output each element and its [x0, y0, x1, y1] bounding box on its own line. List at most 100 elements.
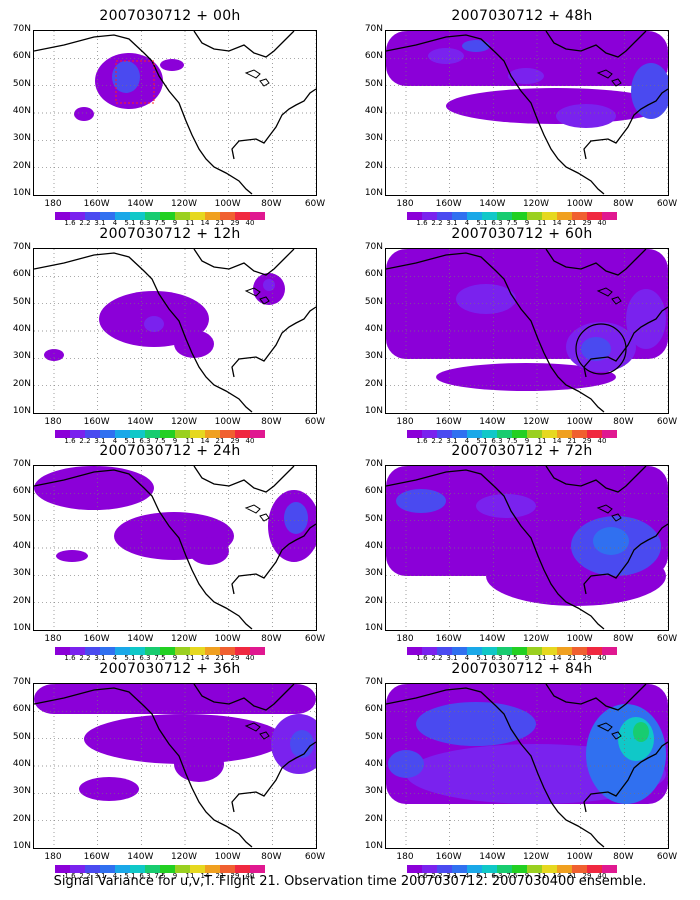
- variance-contour: [290, 730, 314, 758]
- colorbar-label: 14: [552, 654, 562, 662]
- latitude-label: 10N: [12, 406, 31, 416]
- colorbar-swatch: [205, 865, 220, 873]
- colorbar-label: 5.1: [124, 437, 136, 445]
- colorbar-swatch: [482, 430, 497, 438]
- colorbar-swatch: [467, 212, 482, 220]
- longitude-label: 180: [396, 852, 414, 862]
- map-panel: 2007030712 + 24h 70N 60N 50N 40N 30N 20N 10N 180…: [0, 443, 340, 663]
- colorbar-swatch: [145, 430, 160, 438]
- colorbar-swatch: [557, 865, 572, 873]
- latitude-label: 20N: [364, 813, 383, 824]
- variance-contour: [593, 527, 629, 555]
- colorbar-swatch: [235, 647, 250, 655]
- latitude-label: 60N: [364, 51, 383, 62]
- longitude-label: 80W: [613, 634, 634, 644]
- longitude-label: 160W: [83, 199, 110, 209]
- colorbar-swatch: [130, 647, 145, 655]
- latitude-label: 60N: [12, 269, 31, 280]
- longitude-label: 180: [44, 634, 62, 644]
- longitude-label: 60W: [304, 417, 326, 427]
- variance-contour: [189, 537, 229, 565]
- colorbar-label: 3.1: [446, 872, 458, 880]
- longitude-label: 80W: [613, 417, 634, 427]
- colorbar-label: 3.1: [446, 219, 458, 227]
- map-panel: 2007030712 + 00h 70N 60N 50N 40N 30N 20N 10N 180…: [0, 8, 340, 228]
- colorbar-label: 2.2: [79, 654, 91, 662]
- latitude-label: 40N: [364, 759, 383, 769]
- great-lakes: [596, 722, 622, 740]
- latitude-label: 60N: [12, 486, 31, 497]
- variance-contour: [631, 63, 668, 119]
- colorbar-swatch: [512, 865, 527, 873]
- colorbar-swatch: [145, 647, 160, 655]
- colorbar-label: 6.3: [491, 872, 503, 880]
- longitude-label: 80W: [261, 417, 282, 427]
- longitude-label: 80W: [261, 852, 282, 862]
- colorbar-label: 14: [200, 872, 210, 880]
- colorbar-label: 9: [524, 437, 530, 445]
- latitude-label: 40N: [364, 106, 383, 116]
- latitude-label: 60N: [364, 704, 383, 715]
- longitude-label: 160W: [435, 417, 462, 427]
- colorbar-label: 9: [172, 219, 178, 227]
- colorbar-label: 1.6: [64, 437, 76, 445]
- colorbar: [55, 212, 265, 220]
- colorbar-label: 7.5: [154, 437, 166, 445]
- panel-title: 2007030712 + 60h: [451, 226, 593, 242]
- figure-caption: Signal Variance for u,v,T. Flight 21. Ob…: [53, 874, 647, 889]
- colorbar-swatch: [452, 865, 467, 873]
- colorbar-swatch: [175, 647, 190, 655]
- variance-contour: [144, 316, 164, 332]
- colorbar-label: 7.5: [154, 219, 166, 227]
- latitude-label: 10N: [364, 841, 383, 851]
- longitude-label: 180: [44, 199, 62, 209]
- map-svg: [386, 249, 668, 413]
- colorbar-label: 11: [537, 219, 547, 227]
- colorbar-label: 11: [185, 219, 195, 227]
- colorbar-swatch: [190, 430, 205, 438]
- longitude-label: 180: [44, 852, 62, 862]
- colorbar-swatch: [160, 865, 175, 873]
- variance-contour: [581, 337, 611, 361]
- colorbar-swatch: [407, 865, 422, 873]
- longitude-label: 80W: [613, 199, 634, 209]
- panel-title: 2007030712 + 36h: [99, 661, 241, 677]
- latitude-label: 30N: [12, 133, 31, 144]
- colorbar-label: 11: [185, 872, 195, 880]
- colorbar-swatch: [85, 865, 100, 873]
- latitude-label: 30N: [364, 568, 383, 579]
- latitude-label: 70N: [364, 677, 383, 687]
- variance-contour: [56, 550, 88, 562]
- colorbar-swatch: [250, 430, 265, 438]
- colorbar-swatch: [205, 212, 220, 220]
- colorbar-label: 21: [567, 872, 577, 880]
- colorbar-label: 29: [230, 219, 240, 227]
- colorbar-label: 5.1: [124, 219, 136, 227]
- colorbar-label: 40: [245, 654, 255, 662]
- colorbar-label: 5.1: [124, 654, 136, 662]
- great-lakes: [244, 722, 270, 740]
- longitude-label: 100W: [214, 199, 241, 209]
- panel-title: 2007030712 + 84h: [451, 661, 593, 677]
- colorbar-swatch: [190, 865, 205, 873]
- colorbar-label: 1.6: [64, 872, 76, 880]
- longitude-label: 180: [396, 634, 414, 644]
- variance-contour: [174, 330, 214, 358]
- colorbar-label: 40: [245, 219, 255, 227]
- colorbar-label: 1.6: [416, 437, 428, 445]
- colorbar-swatch: [70, 647, 85, 655]
- panel-title: 2007030712 + 48h: [451, 8, 593, 24]
- colorbar: [55, 430, 265, 438]
- colorbar-swatch: [220, 865, 235, 873]
- colorbar-swatch: [85, 430, 100, 438]
- colorbar-swatch: [407, 212, 422, 220]
- colorbar-swatch: [437, 430, 452, 438]
- longitude-label: 60W: [656, 417, 678, 427]
- colorbar-label: 40: [597, 654, 607, 662]
- latitude-label: 30N: [12, 351, 31, 362]
- colorbar-label: 14: [552, 872, 562, 880]
- colorbar-swatch: [100, 430, 115, 438]
- longitude-label: 60W: [656, 634, 678, 644]
- variance-contour: [160, 59, 184, 71]
- colorbar-swatch: [527, 647, 542, 655]
